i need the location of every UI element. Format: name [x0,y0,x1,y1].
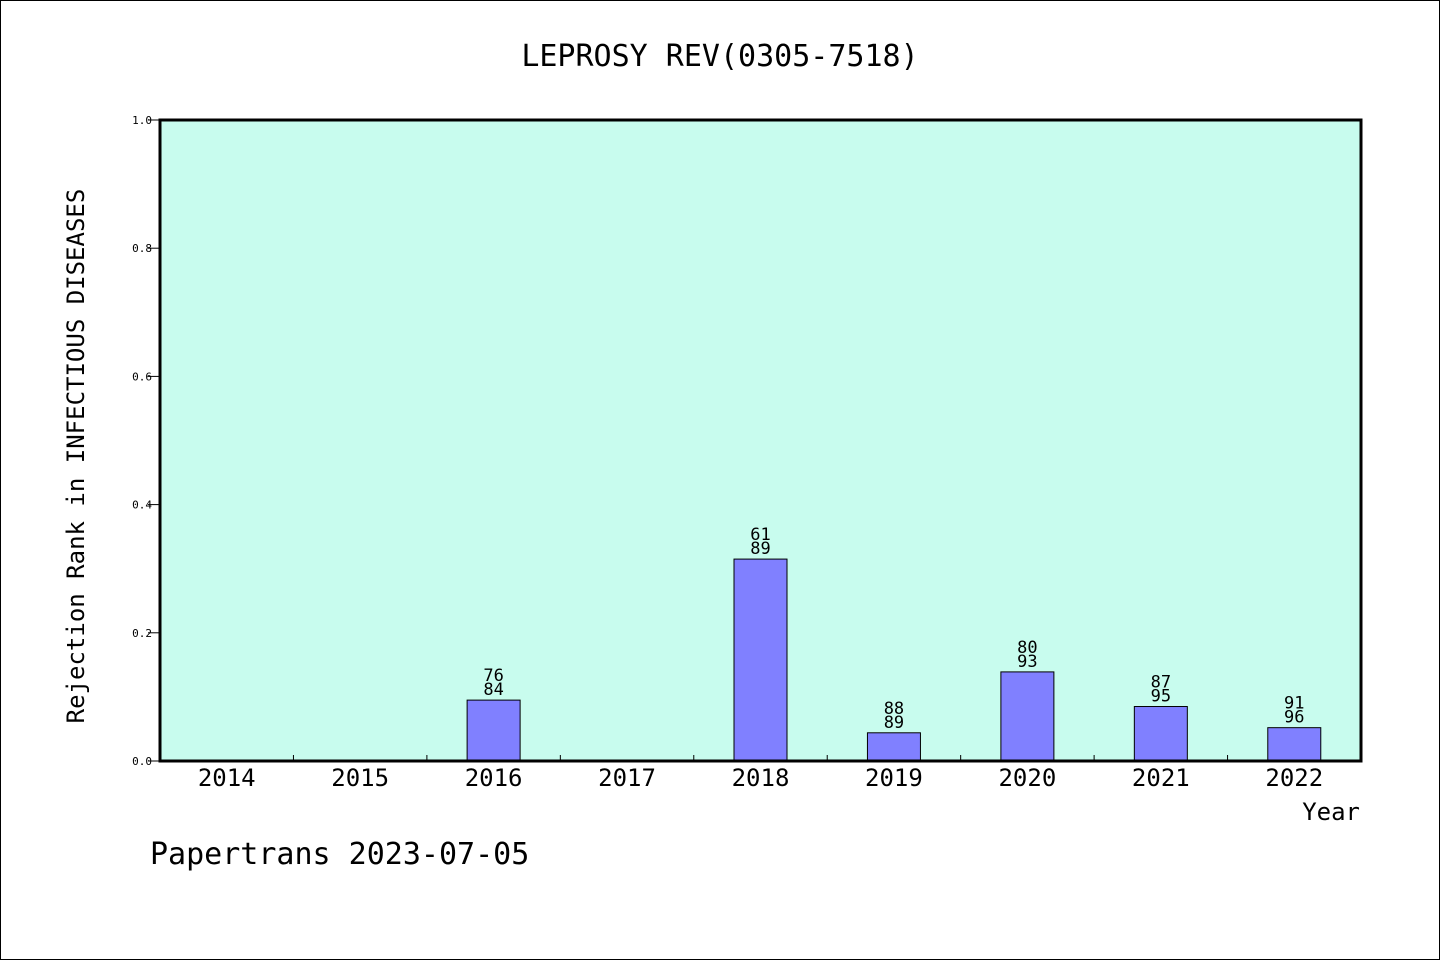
bar [1133,706,1188,762]
bar-label-bottom: 89 [750,539,770,559]
bar-label-bottom: 96 [1284,708,1304,728]
bar-label-bottom: 89 [884,713,904,733]
plot-border [158,118,1363,763]
bar-label-bottom: 93 [1017,652,1037,672]
y-tick-label: 0.6 [132,370,152,383]
y-tick-label: 0.4 [132,499,152,512]
bar-series [466,558,1322,762]
x-tick-label: 2015 [331,764,389,792]
bar [466,699,521,762]
y-tick-label: 0.8 [132,242,152,255]
bar [1000,671,1055,762]
bar-label-top: 88 [884,699,904,719]
bar-label-top: 61 [750,525,770,545]
x-tick-label: 2018 [732,764,790,792]
bar-label-top: 80 [1017,638,1037,658]
bar-label-top: 76 [483,666,503,686]
x-tick-label: 2014 [198,764,256,792]
bar [733,558,788,762]
x-tick-label: 2020 [998,764,1056,792]
bar-label-bottom: 84 [483,680,503,700]
bar-label-top: 87 [1151,673,1171,693]
bar-label-top: 91 [1284,694,1304,714]
footer-text: Papertrans 2023-07-05 [150,837,529,872]
bar [1267,727,1322,762]
x-axis-label: Year [1302,798,1360,826]
x-axis: 2014 2015 2016 2017 2018 2019 2020 2021 2022 [198,755,1323,792]
bar-label-bottom: 95 [1151,687,1171,707]
x-tick-label: 2016 [465,764,523,792]
y-tick-label: 1.0 [132,114,152,127]
x-tick-label: 2017 [598,764,656,792]
y-tick-label: 0.0 [132,755,152,768]
y-axis: 0.0 0.2 0.4 0.6 0.8 1.0 [132,114,160,768]
x-tick-label: 2021 [1132,764,1190,792]
x-tick-label: 2019 [865,764,923,792]
bar [866,732,921,762]
y-axis-label: Rejection Rank in INFECTIOUS DISEASES [62,189,90,724]
y-tick-label: 0.2 [132,627,152,640]
chart-title: LEPROSY REV(0305-7518) [521,39,918,74]
x-tick-label: 2022 [1265,764,1323,792]
